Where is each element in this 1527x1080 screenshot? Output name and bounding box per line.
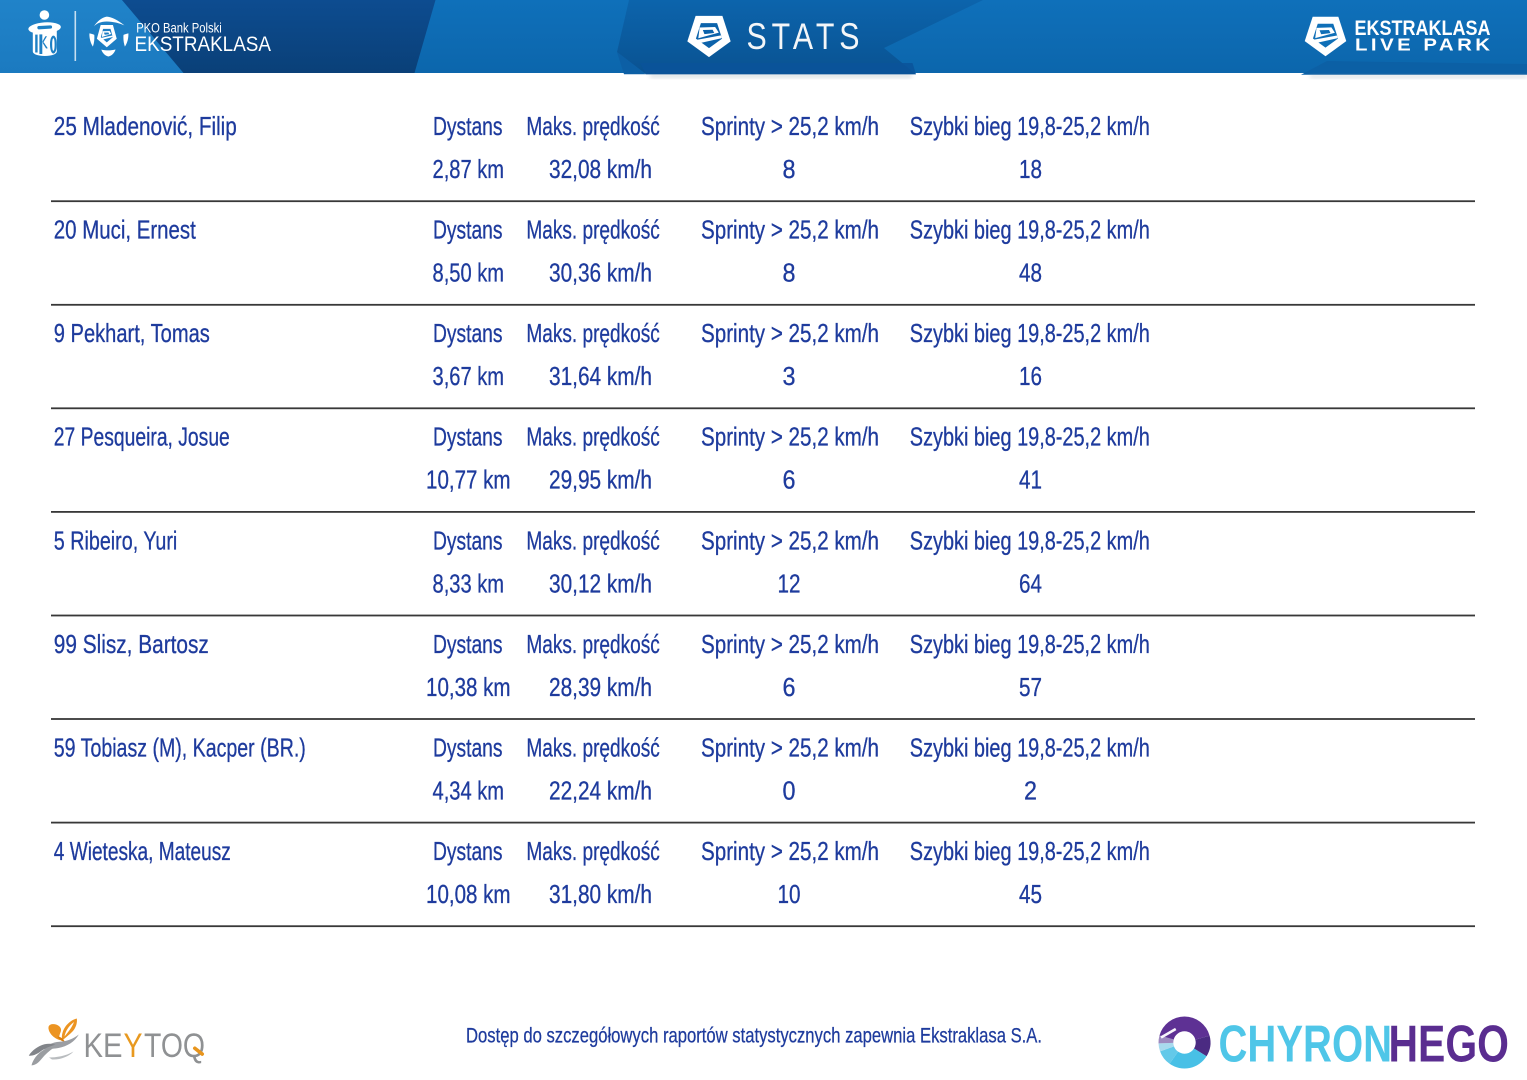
svg-text:16: 16: [1019, 363, 1042, 391]
svg-text:Maks. prędkość: Maks. prędkość: [526, 838, 660, 866]
svg-text:48: 48: [1019, 260, 1042, 288]
svg-text:Dystans: Dystans: [433, 113, 503, 141]
svg-text:Dystans: Dystans: [433, 217, 503, 245]
svg-text:Maks. prędkość: Maks. prędkość: [526, 734, 660, 762]
svg-text:3: 3: [783, 363, 796, 391]
svg-text:Y: Y: [124, 1027, 143, 1065]
svg-text:22,24 km/h: 22,24 km/h: [549, 777, 652, 805]
svg-text:KE: KE: [84, 1027, 123, 1065]
svg-text:10,38 km: 10,38 km: [426, 674, 511, 702]
svg-text:0: 0: [783, 777, 796, 805]
svg-text:Sprinty > 25,2 km/h: Sprinty > 25,2 km/h: [701, 734, 879, 762]
svg-text:Sprinty > 25,2 km/h: Sprinty > 25,2 km/h: [701, 631, 879, 659]
svg-text:LIVE PARK: LIVE PARK: [1355, 35, 1494, 55]
svg-text:Sprinty > 25,2 km/h: Sprinty > 25,2 km/h: [701, 113, 879, 141]
svg-text:Dystans: Dystans: [433, 527, 503, 555]
svg-text:Dystans: Dystans: [433, 424, 503, 452]
svg-text:PKO Bank Polski: PKO Bank Polski: [136, 21, 222, 36]
svg-text:30,36 km/h: 30,36 km/h: [549, 260, 652, 288]
svg-text:27 Pesqueira, Josue: 27 Pesqueira, Josue: [54, 424, 230, 452]
svg-text:5 Ribeiro, Yuri: 5 Ribeiro, Yuri: [54, 527, 178, 555]
svg-text:Sprinty > 25,2 km/h: Sprinty > 25,2 km/h: [701, 424, 879, 452]
svg-text:Sprinty > 25,2 km/h: Sprinty > 25,2 km/h: [701, 527, 879, 555]
svg-text:57: 57: [1019, 674, 1042, 702]
svg-text:28,39 km/h: 28,39 km/h: [549, 674, 652, 702]
svg-text:6: 6: [783, 674, 796, 702]
svg-text:45: 45: [1019, 881, 1042, 909]
svg-text:STATS: STATS: [747, 16, 865, 57]
svg-text:Szybki bieg 19,8-25,2 km/h: Szybki bieg 19,8-25,2 km/h: [910, 320, 1150, 348]
svg-text:Sprinty > 25,2 km/h: Sprinty > 25,2 km/h: [701, 217, 879, 245]
svg-text:Szybki bieg 19,8-25,2 km/h: Szybki bieg 19,8-25,2 km/h: [910, 217, 1150, 245]
svg-text:EKSTRAKLASA: EKSTRAKLASA: [1355, 15, 1491, 40]
svg-text:Szybki bieg 19,8-25,2 km/h: Szybki bieg 19,8-25,2 km/h: [910, 113, 1150, 141]
svg-text:31,64 km/h: 31,64 km/h: [549, 363, 652, 391]
svg-text:6: 6: [783, 467, 796, 495]
svg-text:41: 41: [1019, 467, 1042, 495]
svg-text:3,67 km: 3,67 km: [433, 363, 505, 391]
svg-text:8: 8: [783, 260, 796, 288]
svg-text:Dystans: Dystans: [433, 631, 503, 659]
svg-text:10: 10: [778, 881, 801, 909]
svg-text:30,12 km/h: 30,12 km/h: [549, 570, 652, 598]
svg-text:29,95 km/h: 29,95 km/h: [549, 467, 652, 495]
svg-text:Maks. prędkość: Maks. prędkość: [526, 424, 660, 452]
svg-text:9 Pekhart, Tomas: 9 Pekhart, Tomas: [54, 320, 210, 348]
svg-text:10,08 km: 10,08 km: [426, 881, 511, 909]
svg-text:25 Mladenović, Filip: 25 Mladenović, Filip: [54, 113, 237, 141]
svg-text:64: 64: [1019, 570, 1042, 598]
svg-text:4,34 km: 4,34 km: [433, 777, 505, 805]
svg-text:TOQ: TOQ: [144, 1027, 205, 1065]
svg-text:31,80 km/h: 31,80 km/h: [549, 881, 652, 909]
svg-text:Szybki bieg 19,8-25,2 km/h: Szybki bieg 19,8-25,2 km/h: [910, 424, 1150, 452]
svg-text:2,87 km: 2,87 km: [433, 156, 505, 184]
svg-text:59 Tobiasz (M), Kacper (BR.): 59 Tobiasz (M), Kacper (BR.): [54, 734, 306, 762]
svg-text:Dystans: Dystans: [433, 320, 503, 348]
svg-text:Maks. prędkość: Maks. prędkość: [526, 217, 660, 245]
svg-text:99 Slisz, Bartosz: 99 Slisz, Bartosz: [54, 631, 209, 659]
svg-text:32,08 km/h: 32,08 km/h: [549, 156, 652, 184]
svg-text:Szybki bieg 19,8-25,2 km/h: Szybki bieg 19,8-25,2 km/h: [910, 527, 1150, 555]
svg-text:10,77 km: 10,77 km: [426, 467, 511, 495]
svg-text:EKSTRAKLASA: EKSTRAKLASA: [135, 31, 272, 56]
svg-text:Sprinty > 25,2 km/h: Sprinty > 25,2 km/h: [701, 320, 879, 348]
svg-text:Maks. prędkość: Maks. prędkość: [526, 527, 660, 555]
svg-text:Szybki bieg 19,8-25,2 km/h: Szybki bieg 19,8-25,2 km/h: [910, 734, 1150, 762]
svg-text:Szybki bieg 19,8-25,2 km/h: Szybki bieg 19,8-25,2 km/h: [910, 838, 1150, 866]
svg-text:4 Wieteska, Mateusz: 4 Wieteska, Mateusz: [54, 838, 231, 866]
svg-text:12: 12: [778, 570, 801, 598]
svg-text:HEGO: HEGO: [1389, 1016, 1510, 1074]
svg-text:Dystans: Dystans: [433, 734, 503, 762]
svg-text:Szybki bieg 19,8-25,2 km/h: Szybki bieg 19,8-25,2 km/h: [910, 631, 1150, 659]
svg-text:8,50 km: 8,50 km: [433, 260, 505, 288]
svg-text:Sprinty > 25,2 km/h: Sprinty > 25,2 km/h: [701, 838, 879, 866]
svg-text:Dostęp do szczegółowych raport: Dostęp do szczegółowych raportów statyst…: [466, 1024, 1042, 1048]
svg-text:2: 2: [1024, 777, 1037, 805]
svg-text:Maks. prędkość: Maks. prędkość: [526, 113, 660, 141]
svg-text:Maks. prędkość: Maks. prędkość: [526, 320, 660, 348]
svg-text:20 Muci, Ernest: 20 Muci, Ernest: [54, 217, 196, 245]
svg-text:Dystans: Dystans: [433, 838, 503, 866]
svg-text:Maks. prędkość: Maks. prędkość: [526, 631, 660, 659]
svg-text:8: 8: [783, 156, 796, 184]
svg-text:CHYRON: CHYRON: [1219, 1016, 1393, 1074]
svg-text:18: 18: [1019, 156, 1042, 184]
svg-text:8,33 km: 8,33 km: [433, 570, 505, 598]
